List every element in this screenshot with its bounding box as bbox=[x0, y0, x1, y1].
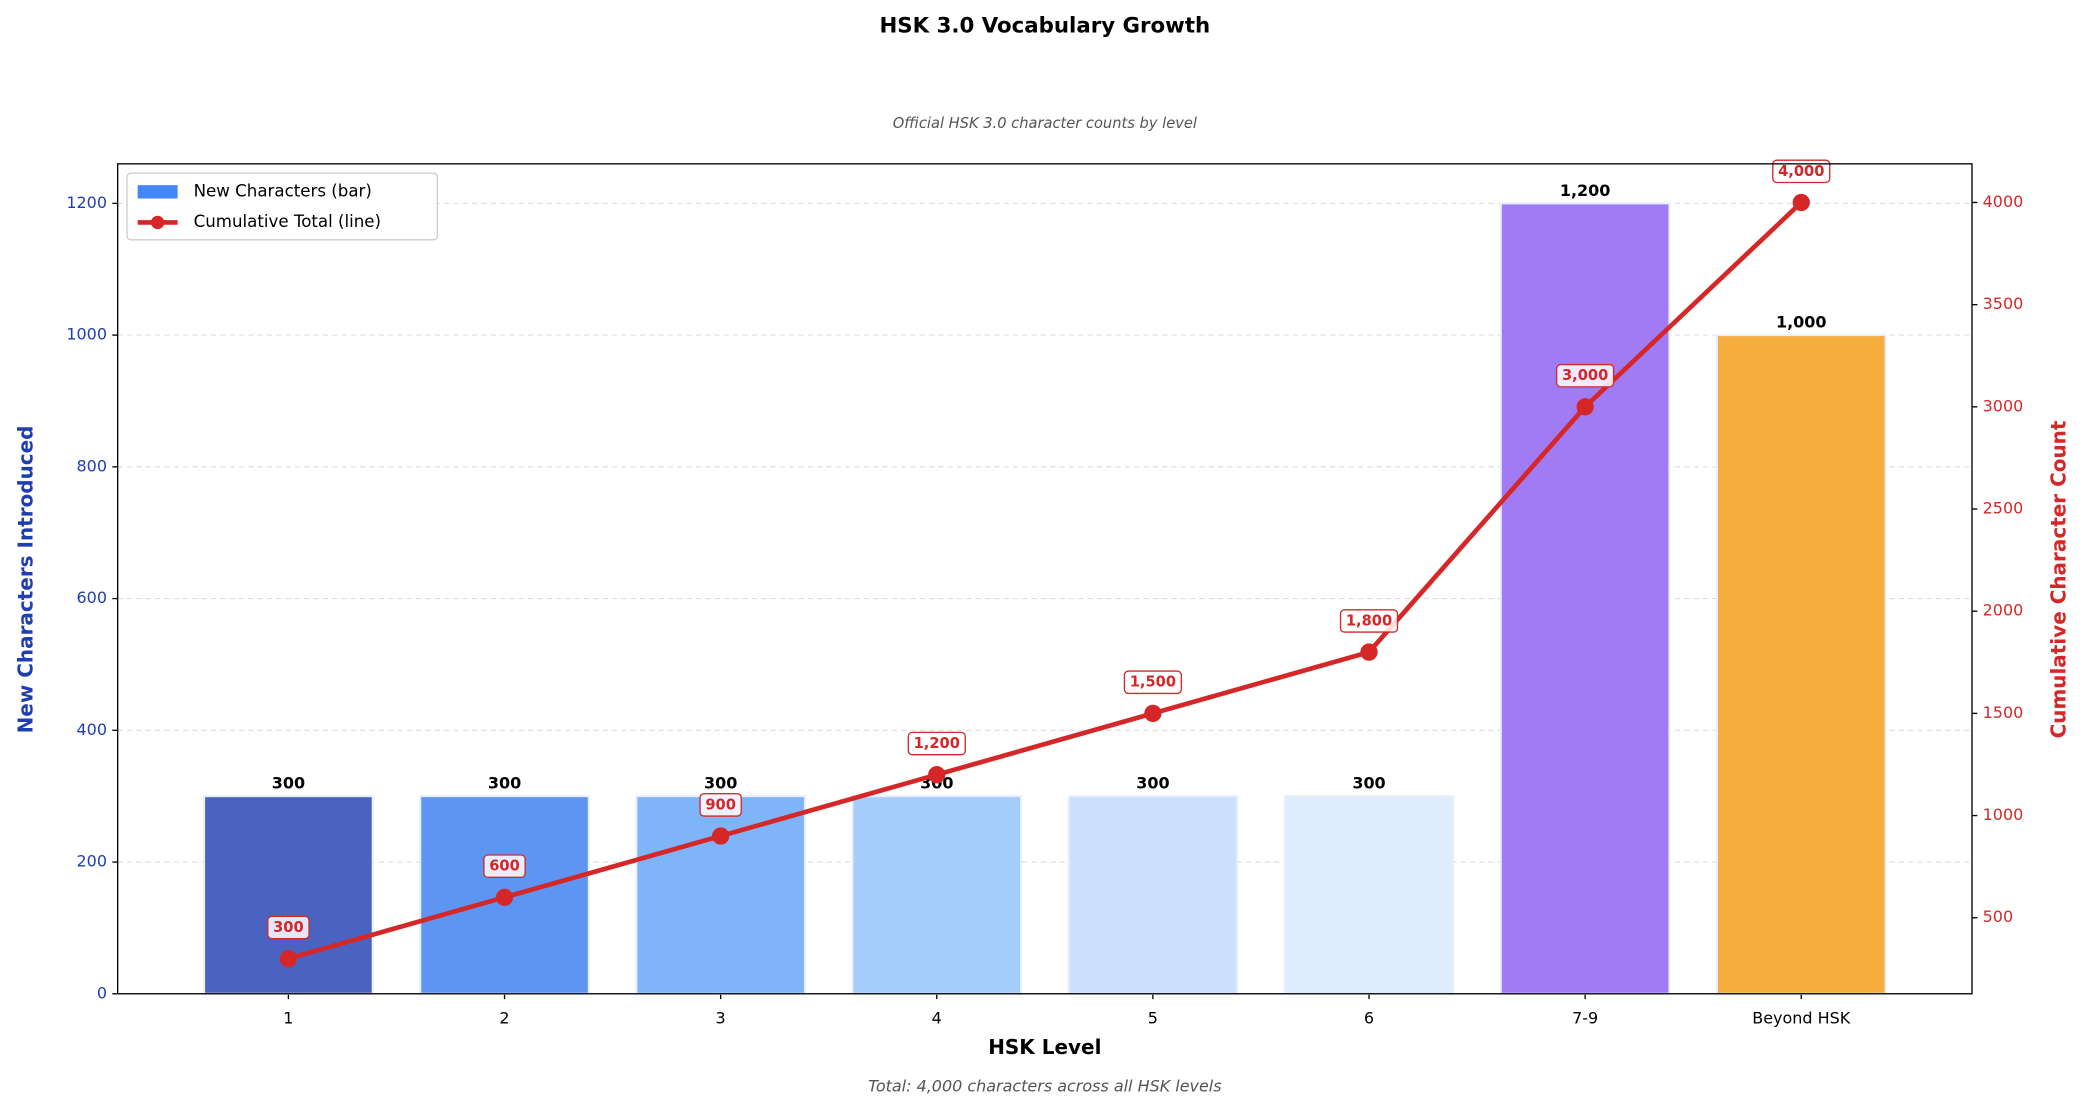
y-tick-label: 600 bbox=[77, 588, 107, 607]
y2-tick-label: 1500 bbox=[1983, 703, 2024, 722]
line-marker bbox=[1144, 704, 1162, 723]
label-box bbox=[1772, 159, 1831, 184]
line-value-text: 600 bbox=[489, 858, 520, 875]
line-value-label: 4,000 bbox=[1772, 159, 1831, 184]
line-marker bbox=[1360, 643, 1378, 661]
line-value-text: 1,800 bbox=[1346, 612, 1392, 629]
line-marker bbox=[1792, 193, 1810, 212]
bar bbox=[1283, 795, 1455, 995]
x-axis-label: HSK Level bbox=[988, 1035, 1101, 1059]
label-box bbox=[1339, 609, 1399, 633]
y2-tick-label: 3000 bbox=[1983, 396, 2024, 415]
footnote: Total: 4,000 characters across all HSK l… bbox=[868, 1077, 1221, 1096]
bar-value-label: 300 bbox=[488, 774, 521, 793]
line-marker bbox=[1576, 398, 1594, 416]
y2-tick-label: 2000 bbox=[1983, 601, 2024, 620]
line-value-label: 300 bbox=[267, 915, 310, 940]
line-value-text: 3,000 bbox=[1562, 367, 1608, 384]
x-tick-label: 4 bbox=[932, 1009, 942, 1028]
chart-title: HSK 3.0 Vocabulary Growth bbox=[879, 14, 1210, 39]
line-value-text: 900 bbox=[705, 796, 736, 813]
line-marker bbox=[495, 888, 514, 906]
bar-value-label: 300 bbox=[1352, 774, 1385, 793]
label-box bbox=[1555, 363, 1615, 388]
line-marker bbox=[279, 949, 298, 968]
y2-tick-label: 2500 bbox=[1983, 499, 2024, 518]
y2-tick-label: 1000 bbox=[1983, 805, 2024, 824]
x-tick-label: 1 bbox=[283, 1009, 293, 1028]
legend-swatch bbox=[137, 185, 178, 199]
line-value-text: 300 bbox=[273, 919, 304, 936]
bar-value-label: 300 bbox=[272, 774, 305, 793]
chart-subtitle: Official HSK 3.0 character counts by lev… bbox=[893, 115, 1197, 132]
line-value-label: 1,800 bbox=[1339, 609, 1399, 633]
x-tick-label: 7-9 bbox=[1572, 1009, 1598, 1028]
bar-value-label: 1,000 bbox=[1776, 313, 1827, 332]
line-value-label: 600 bbox=[483, 854, 526, 879]
legend-label: Cumulative Total (line) bbox=[194, 212, 381, 231]
line-value-label: 1,200 bbox=[907, 731, 966, 756]
line-value-label: 900 bbox=[699, 793, 742, 817]
line-value-text: 1,200 bbox=[914, 735, 960, 752]
bar-value-label: 300 bbox=[704, 774, 737, 793]
legend-marker bbox=[150, 215, 165, 230]
line-marker bbox=[711, 827, 730, 845]
label-box bbox=[699, 793, 742, 817]
label-box bbox=[907, 731, 966, 756]
line bbox=[287, 200, 1803, 961]
legend-label: New Characters (bar) bbox=[194, 181, 372, 200]
bar bbox=[1499, 202, 1671, 995]
y-axis-label: New Characters Introduced bbox=[14, 426, 38, 734]
x-tick-label: 3 bbox=[716, 1009, 726, 1028]
x-tick-label: 5 bbox=[1148, 1009, 1158, 1028]
line-value-text: 1,500 bbox=[1130, 674, 1176, 691]
y-tick-label: 400 bbox=[77, 720, 107, 739]
y2-tick-label: 3500 bbox=[1983, 294, 2024, 313]
bar bbox=[1067, 795, 1239, 995]
y2-tick-label: 500 bbox=[1983, 907, 2013, 926]
plot-frame bbox=[116, 163, 1973, 995]
y-tick-label: 800 bbox=[77, 456, 107, 475]
line-value-label: 1,500 bbox=[1123, 670, 1183, 695]
y-tick-label: 200 bbox=[77, 852, 107, 871]
bar bbox=[1715, 334, 1887, 995]
y2-axis-label: Cumulative Character Count bbox=[2046, 420, 2070, 738]
bar bbox=[851, 795, 1023, 995]
x-tick-label: 2 bbox=[499, 1009, 509, 1028]
bar-value-label: 1,200 bbox=[1560, 181, 1611, 200]
y2-tick-label: 4000 bbox=[1983, 192, 2024, 211]
y-tick-label: 0 bbox=[97, 983, 107, 1002]
line-value-label: 3,000 bbox=[1555, 363, 1615, 388]
y-tick-label: 1000 bbox=[66, 325, 107, 344]
legend-box bbox=[126, 172, 439, 241]
x-tick-label: 6 bbox=[1364, 1009, 1374, 1028]
line-marker bbox=[928, 766, 946, 784]
label-box bbox=[267, 915, 310, 940]
x-tick-label: Beyond HSK bbox=[1752, 1009, 1850, 1028]
y-tick-label: 1200 bbox=[66, 193, 107, 212]
label-box bbox=[483, 854, 526, 879]
bar bbox=[635, 795, 806, 995]
label-box bbox=[1123, 670, 1183, 695]
line-value-text: 4,000 bbox=[1778, 163, 1824, 180]
bar-value-label: 300 bbox=[1136, 774, 1169, 793]
